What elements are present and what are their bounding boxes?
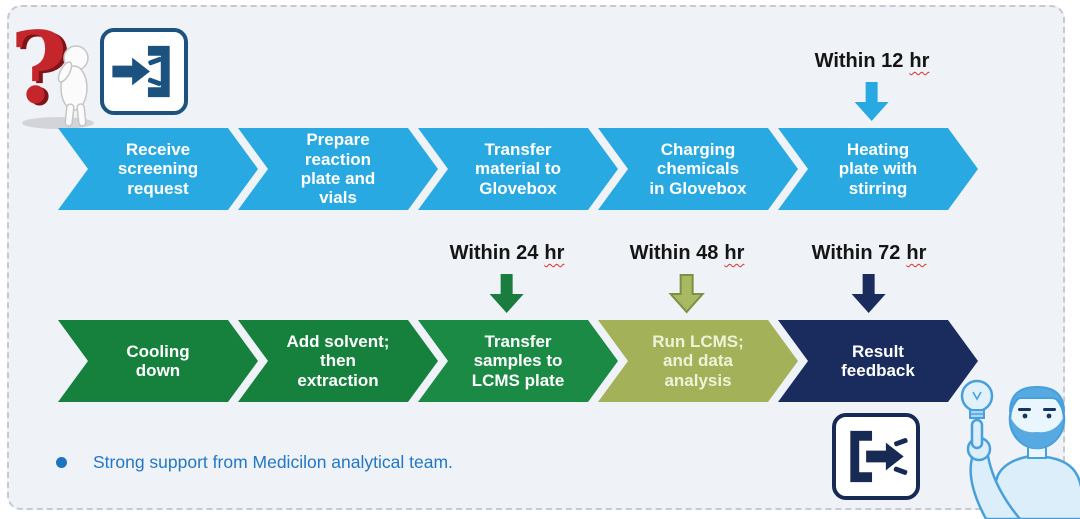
flow-step-prepare-reaction-plate: Prepare reaction plate and vials: [238, 128, 438, 210]
question-figure-icon: ? ?: [10, 20, 94, 129]
down-arrow-icon: [490, 274, 524, 313]
flow-step-receive-screening-request: Receive screening request: [58, 128, 258, 210]
down-arrow-icon: [668, 274, 706, 314]
timing-label: Within 12 hr: [814, 50, 930, 72]
down-arrow-icon: [852, 274, 886, 313]
flow-step-heating-plate: Heating plate with stirring: [778, 128, 978, 210]
footnote-text: Strong support from Medicilon analytical…: [93, 452, 453, 472]
enter-icon: [100, 28, 188, 115]
timing-annotation-24hr: Within 24 hr: [449, 242, 565, 314]
flow-step-add-solvent-extraction: Add solvent; then extraction: [238, 320, 438, 402]
svg-text:?: ?: [10, 20, 67, 126]
timing-label: Within 48 hr: [629, 242, 745, 264]
flow-step-transfer-material-glovebox: Transfer material to Glovebox: [418, 128, 618, 210]
exit-icon: [832, 413, 920, 500]
flow-step-transfer-samples-lcms: Transfer samples to LCMS plate: [418, 320, 618, 402]
down-arrow-icon: [855, 82, 889, 121]
timing-annotation-48hr: Within 48 hr: [629, 242, 745, 314]
lightbulb-icon: [960, 379, 994, 419]
footnote: Strong support from Medicilon analytical…: [56, 452, 453, 473]
timing-annotation-12hr: Within 12 hr: [814, 50, 930, 122]
flow-step-cooling-down: Cooling down: [58, 320, 258, 402]
bullet-icon: [56, 457, 67, 468]
flow-step-charging-chemicals: Charging chemicals in Glovebox: [598, 128, 798, 210]
idea-person-illustration: [960, 379, 1080, 519]
flow-step-run-lcms-analysis: Run LCMS; and data analysis: [598, 320, 798, 402]
timing-annotation-72hr: Within 72 hr: [811, 242, 927, 314]
flow-step-result-feedback: Result feedback: [778, 320, 978, 402]
timing-label: Within 24 hr: [449, 242, 565, 264]
timing-label: Within 72 hr: [811, 242, 927, 264]
